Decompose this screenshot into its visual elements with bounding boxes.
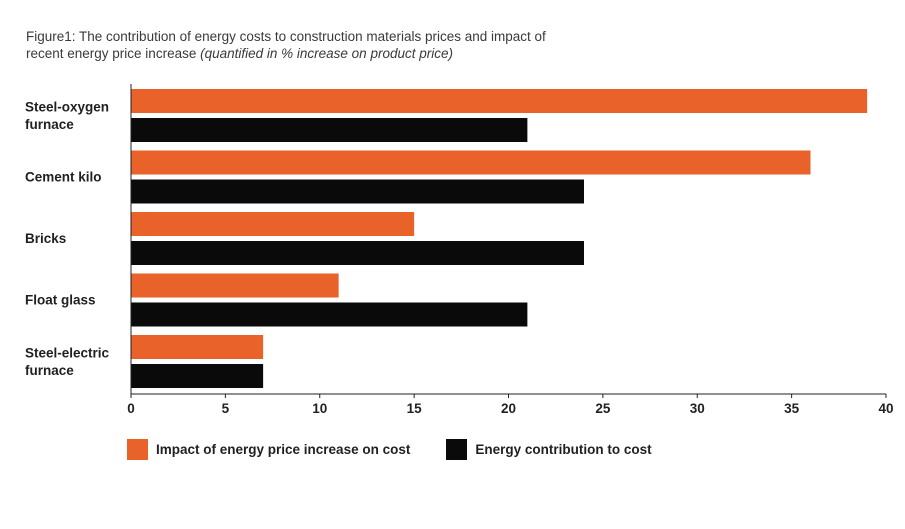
title-line-1: Figure1: The contribution of energy cost… [26, 29, 546, 44]
legend-swatch-impact [127, 439, 148, 460]
category-label-4: Steel-electric furnace [25, 345, 110, 378]
category-label-3: Float glass [25, 293, 96, 308]
legend: Impact of energy price increase on cost … [127, 439, 688, 460]
bar-contribution-0 [131, 118, 528, 142]
x-tick-label-6: 30 [690, 401, 705, 416]
category-label-1: Cement kilo [25, 170, 102, 185]
bar-impact-3 [131, 273, 339, 298]
bar-contribution-1 [131, 179, 584, 204]
bar-impact-2 [131, 212, 415, 236]
bar-contribution-2 [131, 241, 584, 265]
x-tick-label-3: 15 [407, 401, 423, 416]
x-tick-label-1: 5 [222, 401, 230, 416]
bar-chart: Steel-oxygen furnace Cement kilo Bricks Floa… [25, 84, 894, 416]
bar-contribution-4 [131, 364, 264, 388]
category-label-line: Float glass [25, 293, 96, 308]
legend-item-impact: Impact of energy price increase on cost [127, 439, 410, 460]
category-label-0: Steel-oxygen furnace [25, 99, 109, 132]
legend-item-contribution: Energy contribution to cost [446, 439, 652, 460]
legend-swatch-contribution [446, 439, 468, 460]
category-label-line: Steel-electric [25, 345, 110, 360]
x-tick-label-4: 20 [501, 401, 516, 416]
category-label-2: Bricks [25, 231, 66, 246]
title-line-2: recent energy price increase (quantified… [26, 45, 666, 62]
x-tick-label-2: 10 [312, 401, 327, 416]
x-tick-label-8: 40 [878, 401, 893, 416]
legend-label-contribution: Energy contribution to cost [475, 442, 652, 457]
category-label-line: furnace [25, 117, 74, 132]
category-label-line: Steel-oxygen [25, 99, 109, 114]
category-label-line: furnace [25, 363, 74, 378]
category-label-line: Cement kilo [25, 170, 102, 185]
x-tick-label-5: 25 [595, 401, 611, 416]
title-subtitle: (quantified in % increase on product pri… [200, 46, 453, 61]
bar-contribution-3 [131, 302, 528, 327]
legend-label-impact: Impact of energy price increase on cost [156, 442, 411, 457]
x-tick-label-7: 35 [784, 401, 800, 416]
bar-impact-0 [131, 89, 868, 113]
chart-title: Figure1: The contribution of energy cost… [26, 28, 666, 62]
bar-impact-1 [131, 150, 811, 175]
x-tick-label-0: 0 [127, 401, 135, 416]
title-line-2-text: recent energy price increase [26, 46, 201, 61]
bar-impact-4 [131, 335, 264, 359]
category-label-line: Bricks [25, 231, 66, 246]
